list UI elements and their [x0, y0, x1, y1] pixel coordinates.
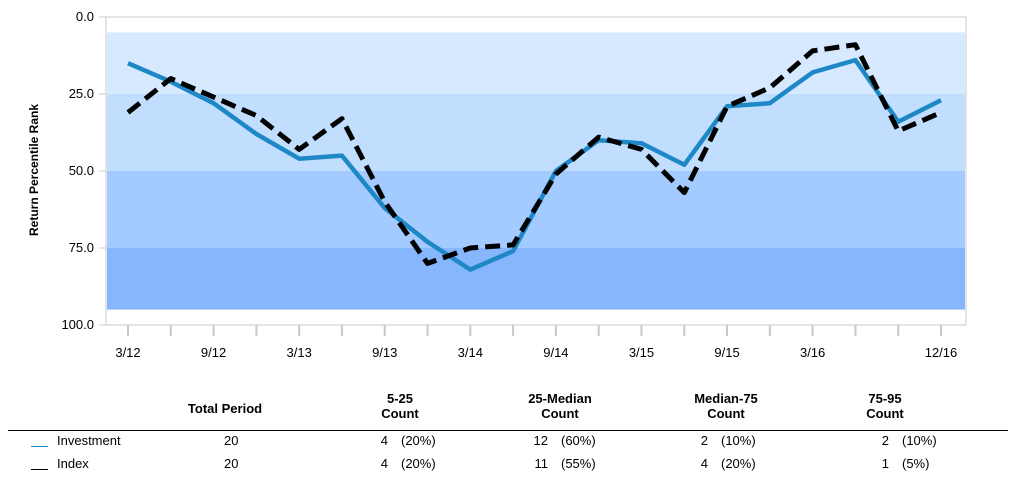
row-total: 20 — [224, 456, 239, 471]
header-median-75-top: Median-75 — [694, 391, 758, 406]
header-median-75: Median-75 Count — [656, 391, 796, 421]
header-total-period: Total Period — [187, 401, 263, 416]
x-tick-label: 3/16 — [800, 345, 825, 360]
x-tick-label: 9/13 — [372, 345, 397, 360]
row-pct-5-25: (20%) — [401, 456, 436, 471]
row-name: Investment — [57, 433, 121, 448]
row-pct-75-95: (5%) — [902, 456, 930, 471]
percentile-band-2 — [107, 94, 965, 171]
x-tick-label: 9/14 — [543, 345, 568, 360]
row-count-median-75: 4 — [700, 456, 708, 471]
series-lines — [126, 42, 943, 272]
series-line-index — [126, 42, 942, 266]
header-75-95-top: 75-95 — [868, 391, 902, 406]
row-pct-25-median: (60%) — [561, 433, 596, 448]
y-tick-label: 0.0 — [76, 9, 94, 24]
row-count-75-95: 2 — [881, 433, 889, 448]
header-75-95: 75-95 Count — [815, 391, 955, 421]
x-tick-label: 3/14 — [458, 345, 483, 360]
y-tick-label: 25.0 — [69, 86, 94, 101]
row-total: 20 — [224, 433, 239, 448]
table-row-index: Index 20 4 (20%) 11 (55%) 4 (20%) 1 (5%) — [0, 455, 1011, 475]
y-tick-label: 50.0 — [69, 163, 94, 178]
row-count-5-25: 4 — [380, 433, 388, 448]
header-75-95-bottom: Count — [866, 406, 904, 421]
y-tick-label: 75.0 — [69, 240, 94, 255]
investment-legend-swatch — [31, 446, 48, 447]
row-count-75-95: 1 — [881, 456, 889, 471]
header-5-25-bottom: Count — [381, 406, 419, 421]
x-axis: 3/12 9/12 3/13 9/13 3/14 9/14 3/15 9/15 3/16 12/1… — [115, 325, 957, 360]
row-pct-75-95: (10%) — [902, 433, 937, 448]
x-tick-label: 9/12 — [201, 345, 226, 360]
row-pct-median-75: (10%) — [721, 433, 756, 448]
header-5-25-top: 5-25 — [386, 391, 414, 406]
percentile-bands — [107, 32, 965, 310]
table-divider — [8, 430, 1008, 431]
x-tick-label: 3/12 — [115, 345, 140, 360]
table-row-investment: Investment 20 4 (20%) 12 (60%) 2 (10%) 2… — [0, 432, 1011, 452]
row-count-25-median: 12 — [533, 433, 548, 448]
header-median-75-bottom: Count — [707, 406, 745, 421]
header-25-median: 25-Median Count — [490, 391, 630, 421]
row-pct-median-75: (20%) — [721, 456, 756, 471]
percentile-band-4 — [107, 248, 965, 310]
y-axis: 0.0 25.0 50.0 75.0 100.0 — [61, 9, 106, 332]
row-count-median-75: 2 — [700, 433, 708, 448]
y-axis-title: Return Percentile Rank — [27, 104, 41, 236]
row-count-25-median: 11 — [534, 456, 549, 471]
y-tick-label: 100.0 — [61, 317, 94, 332]
row-pct-5-25: (20%) — [401, 433, 436, 448]
x-tick-label: 9/15 — [714, 345, 739, 360]
x-tick-label: 3/15 — [629, 345, 654, 360]
index-legend-swatch — [31, 469, 48, 470]
header-25-median-top: 25-Median — [528, 391, 592, 406]
row-count-5-25: 4 — [380, 456, 388, 471]
header-25-median-bottom: Count — [541, 406, 579, 421]
row-pct-25-median: (55%) — [561, 456, 596, 471]
x-tick-label: 3/13 — [287, 345, 312, 360]
percentile-band-1 — [107, 32, 965, 94]
header-5-25: 5-25 Count — [330, 391, 470, 421]
row-name: Index — [57, 456, 89, 471]
x-tick-label: 12/16 — [925, 345, 958, 360]
